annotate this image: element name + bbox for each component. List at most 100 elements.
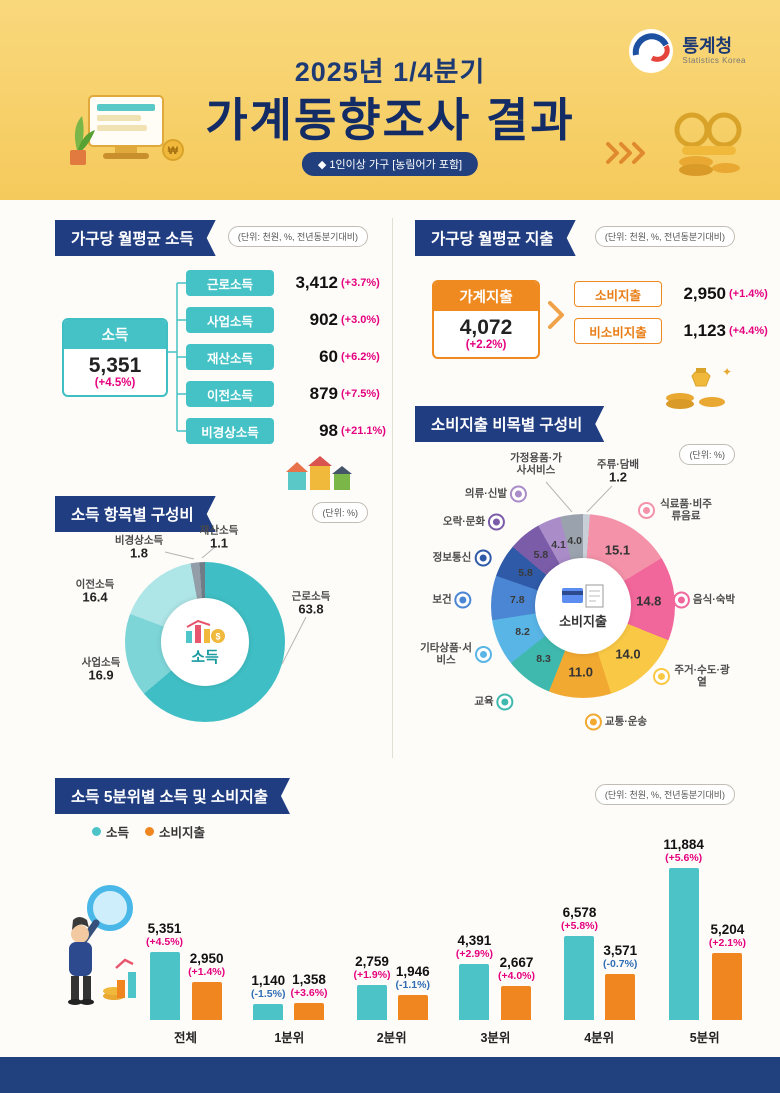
expenditure-composition-label: 주류·담배 1.2 [597, 459, 639, 486]
expenditure-composition-unit: (단위: %) [679, 444, 735, 465]
bar-change: (+2.1%) [708, 937, 746, 950]
statistics-korea-logo-icon [629, 29, 674, 73]
item-label: 소비지출 [574, 281, 662, 307]
summary-item-row: 사업소득 902 (+3.0%) [186, 307, 386, 333]
slice-value: 4.0 [567, 534, 583, 547]
category-name: 기타상품·서비스 [420, 641, 472, 666]
chevrons-coins-illustration [606, 112, 742, 176]
category-name: 교통·운송 [604, 715, 648, 728]
item-change: (+7.5%) [341, 388, 380, 400]
bar-category-label: 4분위 [584, 1031, 615, 1045]
expenditure-composition-label: 주거·수도·광열 [653, 664, 731, 688]
category-name: 보건 [432, 593, 452, 606]
bar-column-소득: 5,351 (+4.5%) [146, 920, 183, 1020]
income-items: 근로소득 3,412 (+3.7%) 사업소득 902 (+3.0%) 재산소득 60 (+6.… [186, 270, 386, 444]
category-name: 식료품·비주류음료 [660, 497, 712, 522]
교통·운송-icon [584, 713, 602, 731]
quintile-legend: 소득 소비지출 [92, 822, 205, 841]
bar-group: 1,140 (-1.5%) 1,358 (+3.6%) 1분위 [251, 828, 328, 1046]
analyst-magnifier-illustration [68, 885, 136, 1005]
summary-item-row: 근로소득 3,412 (+3.7%) [186, 270, 386, 296]
bar [253, 1004, 284, 1020]
expenditure-donut-leader-lines [545, 481, 613, 513]
bar-change: (+5.6%) [665, 852, 703, 865]
bar-category-label: 3분위 [480, 1031, 511, 1045]
expenditure-composition-label: 식료품·비주류음료 [638, 498, 714, 522]
expenditure-composition-label: 보건 [432, 591, 472, 609]
expenditure-composition-ribbon: 소비지출 비목별 구성비 [415, 406, 604, 442]
income-total-value: 5,351 [88, 354, 142, 377]
bar-column-소비지출: 1,946 (-1.1%) [395, 963, 430, 1020]
bar-change: (+4.0%) [497, 970, 536, 983]
item-value: 879 [309, 384, 338, 403]
expenditure-composition-title: 소비지출 비목별 구성비 [431, 417, 583, 434]
category-value: 63.8 [298, 601, 324, 617]
quintile-ribbon: 소득 5분위별 소득 및 소비지출 [55, 778, 290, 814]
summary-item-row: 이전소득 879 (+7.5%) [186, 381, 386, 407]
summary-item-row: 비경상소득 98 (+21.1%) [186, 418, 386, 444]
report-title: 가계동향조사 결과 [205, 94, 575, 146]
legend-dot [145, 827, 155, 836]
expenditure-composition-label: 가정용품·가사서비스 [507, 452, 565, 476]
bar-category-label: 5분위 [689, 1031, 720, 1045]
income-composition-label: 재산소득 1.1 [200, 525, 239, 552]
quintile-bar-chart: 5,351 (+4.5%) 2,950 (+1.4%) 전체 1,140 (-1.5%) 1,… [146, 826, 746, 1046]
bar-column-소비지출: 3,571 (-0.7%) [603, 943, 637, 1020]
expenditure-total-change: (+2.2%) [465, 339, 507, 352]
logo-subtitle: Statistics Korea [682, 55, 746, 65]
category-value: 16.9 [88, 667, 114, 683]
bar-value: 11,884 [663, 836, 704, 852]
bar [605, 974, 636, 1020]
bar-group: 4,391 (+2.9%) 2,667 (+4.0%) 3분위 [456, 828, 535, 1046]
item-value: 60 [319, 347, 338, 366]
bar [357, 985, 387, 1020]
slice-value: 7.8 [509, 594, 525, 607]
income-total-change: (+4.5%) [94, 377, 136, 390]
bar-value: 2,667 [499, 954, 534, 970]
income-summary-unit: (단위: 천원, %, 전년동분기대비) [227, 226, 368, 247]
category-name: 주류·담배 [596, 458, 640, 471]
item-value: 3,412 [295, 273, 338, 292]
bar-value: 1,946 [395, 963, 430, 979]
bar-value: 1,358 [292, 971, 326, 987]
bar-group: 11,884 (+5.6%) 5,204 (+2.1%) 5분위 [663, 828, 746, 1046]
item-change: (+21.1%) [341, 425, 386, 437]
bar-change: (+3.6%) [290, 987, 328, 1000]
expenditure-summary-ribbon: 가구당 월평균 지출 [415, 220, 576, 256]
slice-value: 15.1 [604, 542, 631, 558]
income-total-label: 소득 [64, 320, 166, 349]
income-donut-center: $ 소득 [161, 598, 249, 686]
legend-label: 소득 [106, 826, 130, 840]
bar-value: 5,351 [147, 920, 182, 936]
income-center-chart-icon: $ [186, 619, 225, 643]
item-label: 이전소득 [186, 381, 274, 407]
income-connector-lines [168, 282, 186, 432]
income-composition-chart: $ 소득 근로소득 63.8 사업소득 16.9 이전소득 16.4 비경상소득 1.8 재산소… [55, 520, 385, 780]
slice-value: 11.0 [568, 664, 594, 680]
expenditure-composition-label: 교육 [474, 693, 514, 711]
summary-item-row: 비소비지출 1,123 (+4.4%) [574, 318, 768, 344]
item-label: 근로소득 [186, 270, 274, 296]
bar-column-소비지출: 1,358 (+3.6%) [290, 971, 328, 1020]
income-composition-label: 비경상소득 1.8 [115, 535, 163, 562]
slice-value: 4.1 [551, 538, 566, 551]
bar-column-소득: 1,140 (-1.5%) [251, 973, 285, 1020]
bar-value: 6,578 [562, 904, 597, 920]
expenditure-composition-label: 오락·문화 [443, 513, 506, 531]
slice-value: 5.8 [518, 567, 533, 580]
summary-item-row: 재산소득 60 (+6.2%) [186, 344, 386, 370]
quintile-unit: (단위: 천원, %, 전년동분기대비) [594, 784, 735, 805]
정보통신-icon [474, 549, 492, 567]
category-name: 음식·숙박 [692, 593, 736, 606]
legend-item: 소비지출 [145, 822, 205, 841]
expenditure-total-value: 4,072 [459, 316, 513, 339]
expenditure-total-label: 가계지출 [434, 282, 538, 311]
slice-value: 5.8 [533, 549, 549, 562]
income-summary-title: 가구당 월평균 소득 [71, 231, 194, 248]
expenditure-summary-unit: (단위: 천원, %, 전년동분기대비) [594, 226, 735, 247]
bar-value: 5,204 [710, 921, 745, 937]
bar-value: 2,759 [355, 953, 389, 969]
income-total-box: 소득 5,351 (+4.5%) [62, 318, 168, 398]
category-name: 주거·수도·광열 [674, 663, 730, 688]
bar-column-소비지출: 2,950 (+1.4%) [188, 951, 225, 1020]
